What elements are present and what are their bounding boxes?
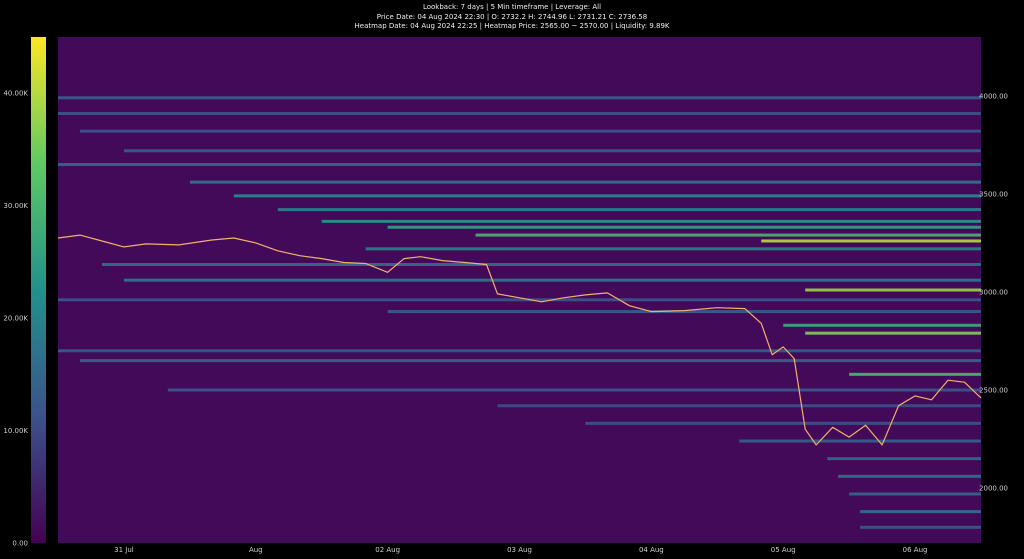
colorbar-tick-label-3: 30.00K	[3, 202, 28, 210]
liquidity-level-11	[761, 239, 981, 243]
x-tick-label-3: 03 Aug	[507, 546, 532, 554]
x-tick-label-5: 05 Aug	[771, 546, 796, 554]
x-tick-label-2: 02 Aug	[375, 546, 400, 554]
y-tick-label-4: 4000.00	[979, 92, 1008, 100]
y-tick-label-2: 3000.00	[979, 288, 1008, 296]
x-tick-label-6: 06 Aug	[903, 546, 928, 554]
liquidity-level-2	[79, 129, 981, 133]
liquidity-level-0	[58, 96, 981, 100]
liquidity-level-24	[497, 404, 981, 408]
header-line-1: Lookback: 7 days | 5 Min timeframe | Lev…	[422, 3, 602, 11]
liquidity-level-4	[58, 162, 981, 166]
liquidity-levels	[58, 96, 982, 529]
y-tick-label-3: 3500.00	[979, 190, 1008, 198]
liquidity-level-17	[387, 310, 982, 314]
liquidity-level-14	[123, 278, 981, 282]
liquidity-level-12	[365, 247, 982, 251]
liquidity-level-30	[860, 510, 981, 514]
colorbar	[31, 37, 46, 543]
liquidity-level-3	[123, 149, 981, 153]
price-series	[57, 234, 982, 446]
x-tick-label-1: Aug	[249, 546, 263, 554]
liquidity-level-1	[58, 111, 981, 115]
y-axis-ticks: 2000.00 2500.00 3000.00 3500.00 4000.00	[979, 92, 1008, 492]
y-tick-label-1: 2500.00	[979, 387, 1008, 395]
liquidity-level-29	[849, 492, 981, 496]
liquidity-level-16	[58, 298, 981, 302]
liquidity-level-18	[783, 323, 981, 327]
liquidity-level-19	[805, 331, 981, 335]
liquidity-level-5	[189, 180, 981, 184]
liquidity-level-27	[827, 457, 981, 461]
liquidity-level-6	[233, 194, 982, 198]
liquidity-level-9	[387, 225, 982, 229]
liquidity-level-10	[475, 233, 981, 237]
liquidity-level-21	[79, 359, 981, 363]
colorbar-ticks: 0.00 10.00K 20.00K 30.00K 40.00K	[3, 90, 28, 548]
liquidity-level-20	[58, 349, 981, 353]
colorbar-tick-label-4: 40.00K	[3, 90, 28, 98]
x-tick-label-4: 04 Aug	[639, 546, 664, 554]
x-axis-ticks: 31 Jul Aug 02 Aug 03 Aug 04 Aug 05 Aug 06 Aug	[114, 546, 927, 554]
liquidity-level-7	[277, 208, 981, 212]
liquidity-level-25	[585, 421, 981, 425]
colorbar-tick-label-2: 20.00K	[3, 315, 28, 323]
liquidity-level-26	[739, 439, 981, 443]
colorbar-tick-label-1: 10.00K	[3, 427, 28, 435]
liquidity-level-22	[849, 372, 981, 376]
liquidity-level-13	[101, 263, 981, 267]
y-tick-label-0: 2000.00	[979, 485, 1008, 493]
colorbar-tick-label-0: 0.00	[12, 540, 28, 548]
liquidity-level-31	[860, 525, 981, 529]
header-line-3: Heatmap Date: 04 Aug 2024 22:25 | Heatma…	[354, 22, 670, 30]
liquidity-level-15	[805, 288, 981, 292]
x-tick-label-0: 31 Jul	[114, 546, 134, 554]
liquidity-level-8	[321, 219, 981, 223]
header-line-2: Price Date: 04 Aug 2024 22:30 | O: 2732.…	[376, 13, 648, 21]
liquidity-level-28	[838, 474, 981, 478]
liquidity-level-23	[167, 388, 981, 392]
price-line	[57, 234, 982, 446]
